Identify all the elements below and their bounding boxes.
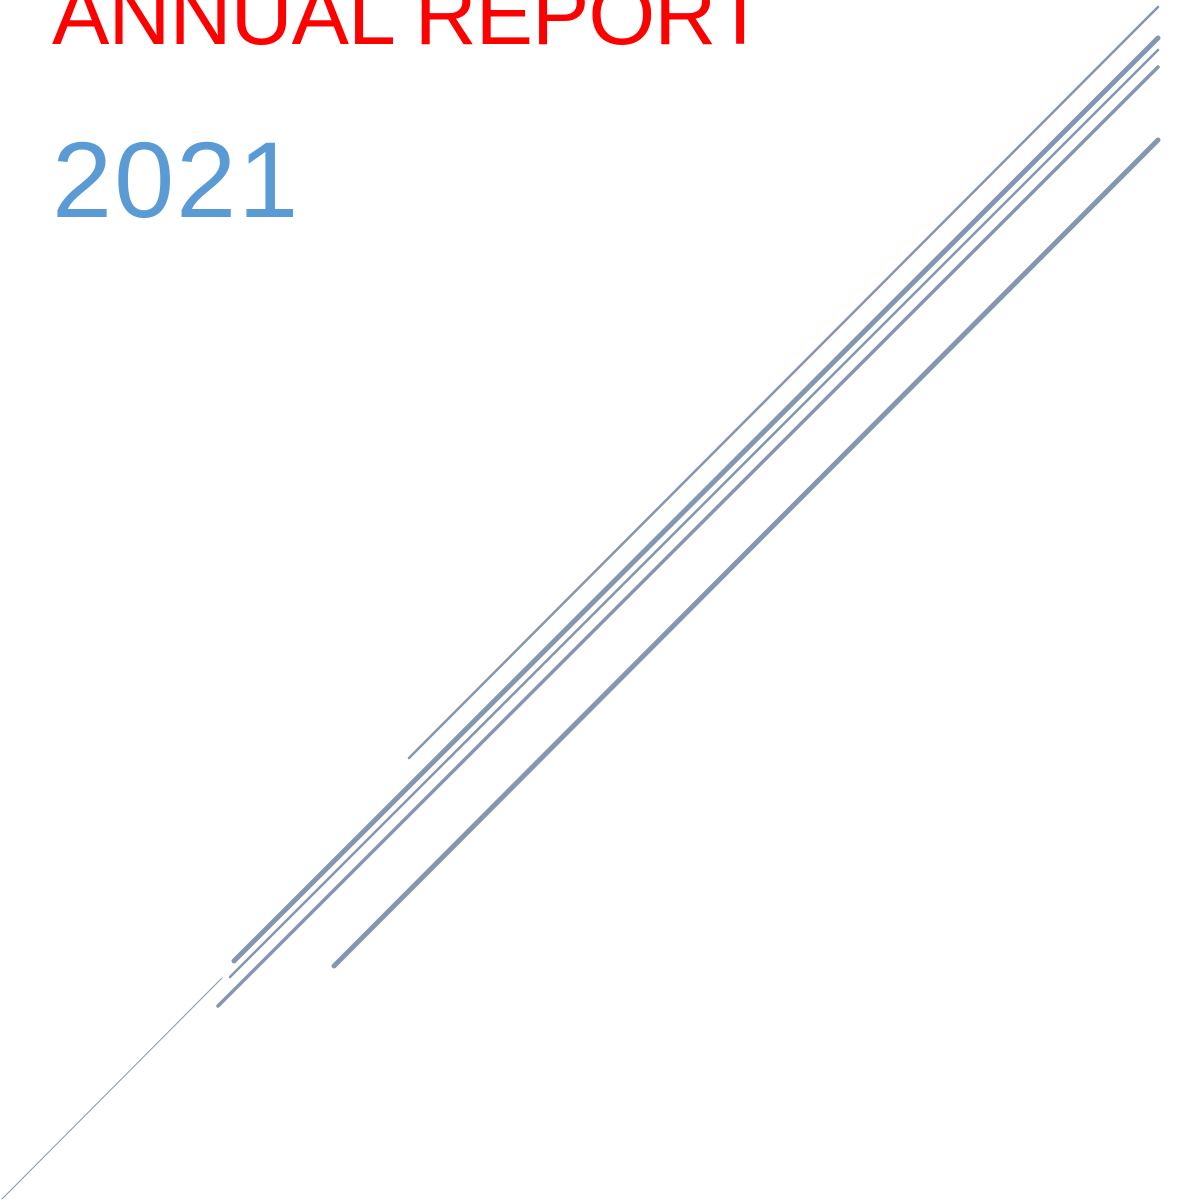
report-title: ANNUAL REPORT	[52, 0, 766, 63]
diagonal-line-5	[331, 137, 1161, 969]
diagonal-line-3	[228, 48, 1160, 979]
diagonal-line-1	[407, 5, 1160, 760]
diagonal-line-2	[231, 35, 1161, 964]
diagonal-line-4	[216, 65, 1160, 1008]
diagonal-line-6	[1, 977, 223, 1200]
report-year: 2021	[52, 119, 301, 240]
